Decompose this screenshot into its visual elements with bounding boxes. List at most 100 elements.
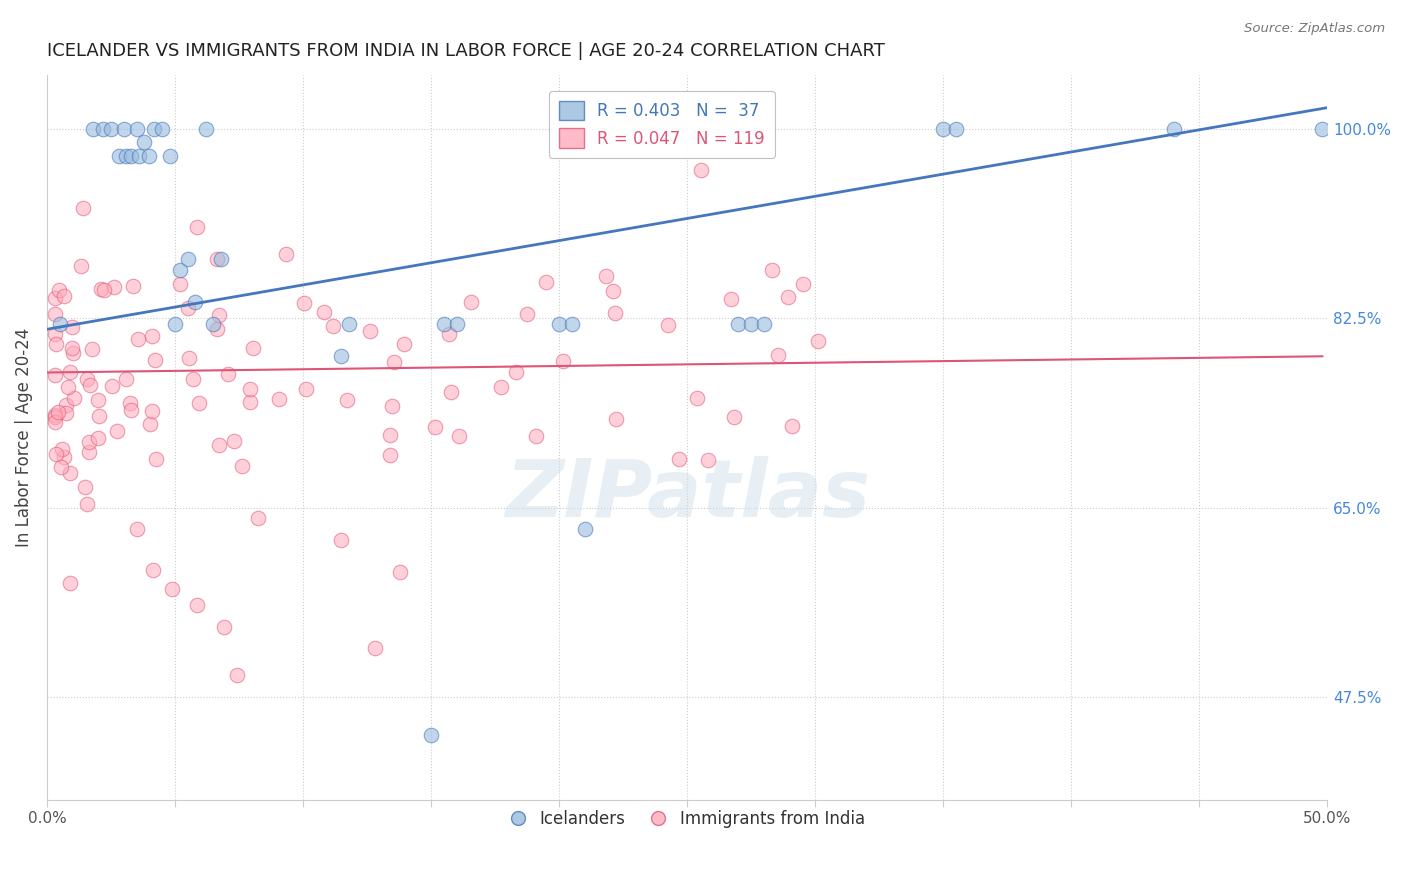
Point <box>45 447 67 461</box>
Point <box>125 522 148 536</box>
Point <box>59 576 82 591</box>
Point <box>330 349 353 363</box>
Point <box>668 451 690 466</box>
Point <box>194 122 217 136</box>
Point <box>62 346 84 360</box>
Point <box>447 429 470 443</box>
Point <box>602 284 624 298</box>
Point <box>44 410 66 425</box>
Point <box>79 378 101 392</box>
Point <box>752 317 775 331</box>
Point <box>73 480 96 494</box>
Point <box>48 283 70 297</box>
Point <box>720 293 742 307</box>
Point <box>59 365 82 379</box>
Point <box>381 399 404 413</box>
Point <box>177 301 200 316</box>
Point <box>561 317 583 331</box>
Point <box>48 317 70 331</box>
Point <box>169 262 191 277</box>
Point <box>460 295 482 310</box>
Point <box>697 453 720 467</box>
Point <box>90 282 112 296</box>
Point <box>91 122 114 136</box>
Point <box>209 252 232 266</box>
Point <box>440 385 463 400</box>
Point <box>388 566 411 580</box>
Point <box>246 511 269 525</box>
Point <box>181 372 204 386</box>
Point <box>103 280 125 294</box>
Point <box>382 354 405 368</box>
Point <box>276 247 298 261</box>
Point <box>686 391 709 405</box>
Point <box>516 307 538 321</box>
Point <box>208 308 231 322</box>
Point <box>142 563 165 577</box>
Point <box>657 318 679 333</box>
Point <box>76 372 98 386</box>
Point <box>231 458 253 473</box>
Point <box>359 324 381 338</box>
Point <box>312 305 335 319</box>
Point <box>134 135 156 149</box>
Point <box>128 149 150 163</box>
Point <box>267 392 290 406</box>
Point <box>1310 122 1333 136</box>
Point <box>77 435 100 450</box>
Point <box>45 337 67 351</box>
Point <box>491 379 513 393</box>
Point <box>138 149 160 163</box>
Point <box>548 317 571 331</box>
Point <box>60 341 83 355</box>
Point <box>77 445 100 459</box>
Point <box>121 403 143 417</box>
Point <box>186 598 208 612</box>
Point <box>186 219 208 234</box>
Point <box>93 283 115 297</box>
Point <box>177 351 200 365</box>
Point <box>778 289 800 303</box>
Point <box>740 317 762 331</box>
Point <box>141 329 163 343</box>
Point <box>72 201 94 215</box>
Point <box>127 331 149 345</box>
Point <box>101 379 124 393</box>
Point <box>187 396 209 410</box>
Point <box>217 367 239 381</box>
Point <box>44 409 66 423</box>
Point <box>239 395 262 409</box>
Point <box>378 428 401 442</box>
Point <box>141 404 163 418</box>
Point <box>139 417 162 431</box>
Point <box>63 392 86 406</box>
Point <box>337 317 360 331</box>
Point <box>44 368 66 383</box>
Point <box>766 348 789 362</box>
Point <box>205 322 228 336</box>
Point <box>780 418 803 433</box>
Point <box>177 252 200 266</box>
Point <box>51 442 73 456</box>
Point <box>82 342 104 356</box>
Point <box>120 395 142 409</box>
Point <box>107 149 129 163</box>
Point <box>44 307 66 321</box>
Point <box>169 277 191 291</box>
Point <box>150 122 173 136</box>
Point <box>1163 122 1185 136</box>
Point <box>807 334 830 348</box>
Point <box>392 336 415 351</box>
Point <box>125 122 148 136</box>
Point <box>378 448 401 462</box>
Point <box>212 619 235 633</box>
Legend: Icelanders, Immigrants from India: Icelanders, Immigrants from India <box>502 804 872 835</box>
Point <box>184 295 207 310</box>
Point <box>160 582 183 596</box>
Point <box>145 451 167 466</box>
Text: Source: ZipAtlas.com: Source: ZipAtlas.com <box>1244 22 1385 36</box>
Point <box>792 277 814 292</box>
Point <box>202 317 225 331</box>
Point <box>46 405 69 419</box>
Text: ICELANDER VS IMMIGRANTS FROM INDIA IN LABOR FORCE | AGE 20-24 CORRELATION CHART: ICELANDER VS IMMIGRANTS FROM INDIA IN LA… <box>46 42 884 60</box>
